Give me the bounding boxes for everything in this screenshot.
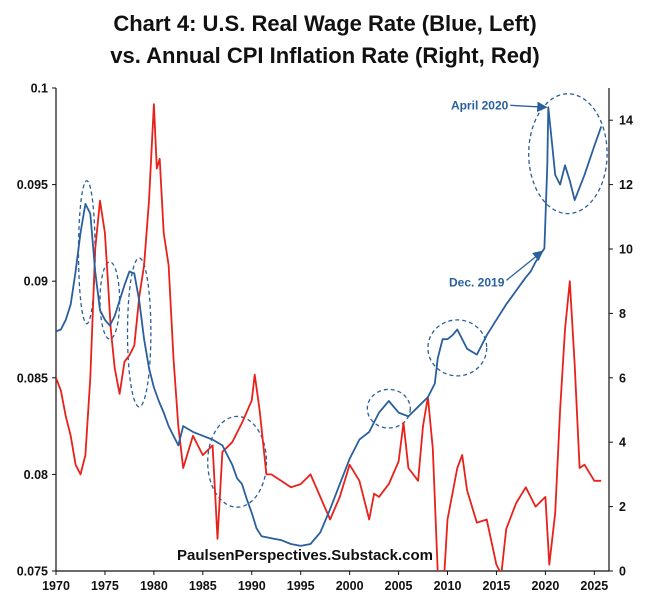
series-group	[56, 103, 603, 571]
left-tick-label: 0.08	[24, 468, 48, 482]
left-tick-label: 0.075	[17, 565, 48, 579]
right-tick-label: 4	[619, 436, 626, 450]
right-tick-label: 6	[619, 371, 626, 385]
x-tick-label: 1990	[238, 579, 266, 593]
annotation-arrow-april-2020	[510, 101, 548, 113]
x-tick-label: 1985	[189, 579, 217, 593]
highlight-ellipse	[427, 319, 488, 377]
highlight-ellipses-group	[77, 93, 608, 508]
x-tick-label: 1980	[140, 579, 168, 593]
real-wage-line	[56, 106, 603, 547]
highlight-ellipse	[366, 388, 411, 429]
x-tick-label: 2020	[531, 579, 559, 593]
left-tick-label: 0.1	[31, 82, 48, 96]
right-tick-label: 8	[619, 307, 626, 321]
left-tick-label: 0.085	[17, 371, 48, 385]
axes-group	[52, 87, 613, 575]
highlight-ellipse	[126, 257, 152, 408]
highlight-ellipse	[77, 180, 96, 325]
right-tick-label: 14	[619, 114, 633, 128]
tick-labels-group: 1970 1975 1980 1985 1990 1995 2000 2005 2010 2015…	[17, 82, 633, 594]
annotation-april-2020: April 2020	[451, 98, 509, 112]
right-tick-label: 0	[619, 565, 626, 579]
x-tick-label: 2010	[434, 579, 462, 593]
x-tick-label: 2005	[385, 579, 413, 593]
watermark: PaulsenPerspectives.Substack.com	[177, 547, 433, 564]
x-tick-label: 1995	[287, 579, 315, 593]
annotation-dec-2019: Dec. 2019	[449, 275, 505, 289]
x-tick-label: 2015	[483, 579, 511, 593]
x-tick-label: 1970	[42, 579, 70, 593]
chart-title-line-2: vs. Annual CPI Inflation Rate (Right, Re…	[110, 43, 539, 68]
right-tick-label: 10	[619, 243, 633, 257]
highlight-ellipse	[207, 415, 268, 508]
left-tick-label: 0.09	[24, 275, 48, 289]
annotations-group: April 2020 Dec. 2019	[449, 98, 548, 289]
x-tick-label: 2000	[336, 579, 364, 593]
right-tick-label: 12	[619, 178, 633, 192]
left-tick-label: 0.095	[17, 178, 48, 192]
x-tick-label: 2025	[580, 579, 608, 593]
highlight-ellipse	[528, 93, 608, 215]
annotation-arrow-dec-2019	[505, 250, 544, 281]
cpi-inflation-line	[56, 103, 602, 571]
right-tick-label: 2	[619, 500, 626, 514]
chart-title-line-1: Chart 4: U.S. Real Wage Rate (Blue, Left…	[113, 11, 536, 36]
x-tick-label: 1975	[91, 579, 119, 593]
